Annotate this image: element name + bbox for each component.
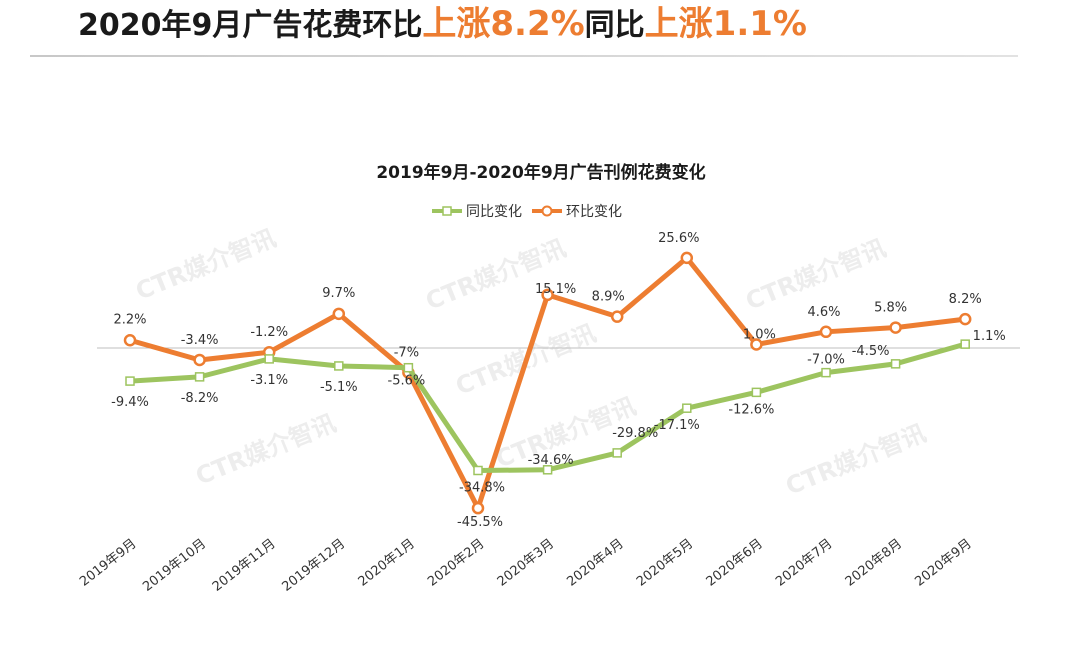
mom-data-label: 8.2% [949,292,982,307]
x-tick-label: 2020年1月 [356,536,418,589]
mom-point [819,325,833,339]
legend-yoy-label: 同比变化 [466,204,522,220]
yoy-data-label: -5.6% [388,374,426,389]
mom-point [889,321,902,334]
yoy-data-label: -4.5% [852,344,890,359]
x-tick-label: 2020年4月 [564,536,626,589]
mom-data-label: -3.4% [181,333,219,348]
x-tick-label: 2019年11月 [210,536,279,594]
mom-point [958,312,972,326]
x-tick-label: 2019年9月 [77,536,139,589]
yoy-data-label: -8.2% [181,391,219,406]
watermark-text: CTR媒介智讯 [132,224,280,306]
x-tick-label: 2020年9月 [912,536,974,589]
yoy-point [542,465,553,475]
yoy-point [403,362,414,373]
mom-point [471,501,485,515]
yoy-data-label: -34.6% [528,453,574,468]
legend: 同比变化 环比变化 [432,204,622,220]
watermark-text: CTR媒介智讯 [742,234,890,316]
x-tick-labels: 2019年9月 2019年10月 2019年11月 2019年12月 2020年1月 20… [77,536,975,594]
yoy-data-label: 1.1% [973,329,1006,344]
yoy-point [125,376,135,386]
mom-data-label: 4.6% [807,305,840,320]
x-tick-label: 2020年7月 [773,536,835,589]
headline-text-1: 2020年9月广告花费环比 [78,8,423,43]
watermark-text: CTR媒介智讯 [422,234,570,316]
headline-text-2: 上涨8.2% [422,4,585,44]
mom-data-label: 9.7% [322,286,355,301]
mom-point [680,251,694,265]
chart-title: 2019年9月-2020年9月广告刊例花费变化 [376,162,705,183]
mom-data-label: 5.8% [874,301,907,316]
yoy-point [473,465,483,476]
legend-mom-label: 环比变化 [566,204,622,220]
yoy-data-label: -3.1% [250,373,288,388]
watermark-text: CTR媒介智讯 [782,419,930,501]
legend-mom-marker [541,205,553,217]
mom-data-label: 1.0% [743,327,776,342]
x-tick-label: 2020年3月 [495,536,557,589]
x-tick-label: 2020年8月 [843,536,905,589]
x-tick-label: 2019年10月 [140,536,209,594]
x-tick-label: 2019年12月 [279,536,348,594]
legend-yoy-marker [442,206,452,216]
mom-data-label: -1.2% [250,325,288,340]
yoy-point [194,372,205,382]
yoy-data-label: -9.4% [111,395,149,410]
mom-data-label: -7% [394,346,419,361]
yoy-point [612,448,622,458]
x-tick-label: 2020年6月 [704,536,766,589]
yoy-point [334,361,344,371]
mom-data-label: 15.1% [535,282,576,297]
header-divider [30,55,1018,57]
yoy-point [890,359,901,369]
yoy-point [264,354,274,364]
mom-point [750,338,763,351]
mom-data-label: 2.2% [113,312,146,327]
mom-point [193,353,206,367]
mom-point [332,307,346,321]
mom-data-label: -45.5% [457,515,503,530]
headline-text-4: 上涨1.1% [644,4,807,44]
watermark-text: CTR媒介智讯 [192,409,340,491]
headline-text-3: 同比 [584,8,645,43]
yoy-series [125,339,970,476]
yoy-point [821,367,831,378]
mom-data-label: 25.6% [658,231,699,246]
data-labels: 2.2% -3.4% -1.2% 9.7% -7% -45.5% 15.1% 8.9% 25.6… [111,231,1006,530]
yoy-data-label: -12.6% [728,402,774,417]
mom-series [123,251,972,515]
mom-data-label: 8.9% [592,290,625,305]
yoy-data-label: -5.1% [320,380,358,395]
yoy-data-label: -17.1% [654,418,700,433]
headline: 2020年9月广告花费环比 上涨8.2% 同比 上涨1.1% [78,0,807,48]
yoy-point [751,387,762,398]
yoy-point [682,403,692,413]
yoy-data-label: -34.8% [459,480,505,495]
x-tick-label: 2020年5月 [634,536,696,589]
yoy-data-label: -7.0% [807,353,845,368]
yoy-point [960,339,970,349]
mom-point [541,288,554,302]
yoy-data-label: -29.8% [612,426,658,441]
mom-point [610,310,624,323]
x-tick-label: 2020年2月 [425,536,487,589]
mom-point [123,334,137,347]
